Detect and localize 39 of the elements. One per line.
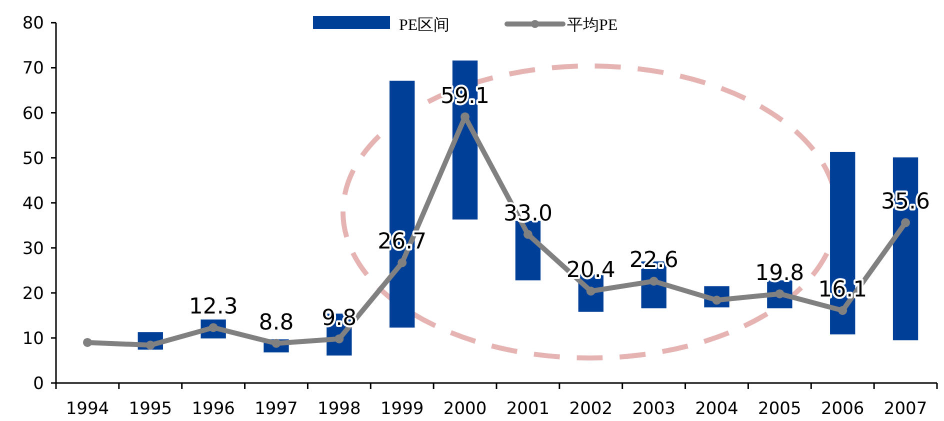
y-tick-label: 40 — [22, 194, 44, 214]
text: 33.0 — [503, 201, 552, 226]
text: 22.6 — [629, 248, 678, 274]
y-tick-label: 20 — [22, 284, 44, 304]
x-tick-label: 1995 — [128, 399, 172, 419]
point — [523, 230, 532, 239]
y-tick-label: 70 — [22, 58, 44, 79]
point — [838, 306, 848, 315]
x-tick-label: 2004 — [695, 399, 738, 419]
x-tick-label: 1997 — [254, 399, 298, 419]
x-tick-label: 2000 — [443, 399, 487, 419]
x-tick-label: 1994 — [66, 399, 110, 419]
y-tick-label: 60 — [22, 104, 44, 124]
legend-label: PE区间 — [399, 16, 450, 34]
text: 19.8 — [755, 260, 804, 286]
y-tick-label: 80 — [22, 14, 44, 34]
x-tick-label: 2005 — [758, 399, 802, 419]
x-tick-label: 1998 — [318, 399, 361, 419]
text: 8.8 — [258, 310, 294, 336]
point — [398, 258, 407, 268]
x-tick-label: 1996 — [192, 399, 235, 419]
x-tick-label: 1999 — [380, 399, 424, 419]
x-tick-label: 2001 — [506, 399, 550, 419]
x-tick-label: 2006 — [820, 399, 864, 419]
point — [901, 218, 910, 228]
y-tick-label: 0 — [33, 374, 44, 394]
y-tick-label: 50 — [22, 148, 44, 169]
x-tick-label: 2002 — [569, 399, 613, 419]
x-tick-label: 2003 — [632, 399, 676, 419]
x-tick-label: 2007 — [884, 399, 928, 419]
text: 12.3 — [188, 294, 238, 320]
point — [649, 276, 658, 286]
text: 26.7 — [378, 230, 427, 255]
text: 20.4 — [566, 258, 616, 284]
point — [334, 334, 344, 344]
point — [82, 338, 92, 347]
y-tick-label: 10 — [22, 328, 44, 349]
legend-label: 平均PE — [567, 17, 618, 34]
y-tick-label: 30 — [22, 238, 44, 259]
